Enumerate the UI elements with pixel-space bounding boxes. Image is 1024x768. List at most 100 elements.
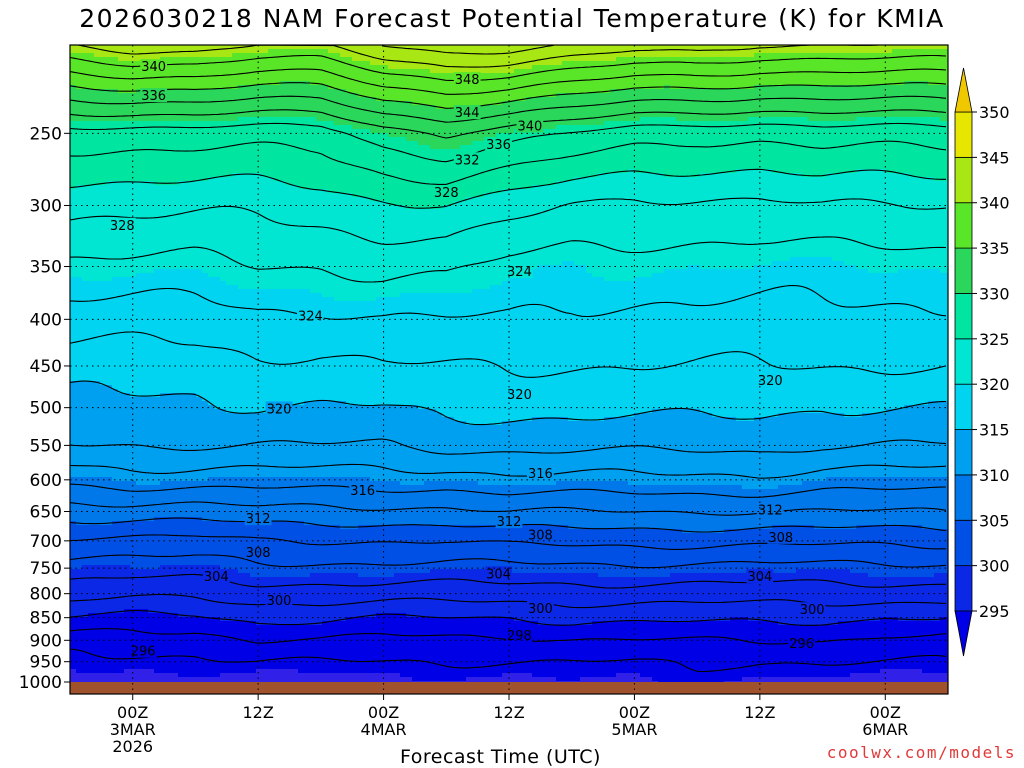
colorbar-label: 305 <box>979 511 1010 530</box>
y-tick-label: 950 <box>30 653 62 673</box>
x-tick-label: 2026 <box>112 737 153 756</box>
colorbar-band <box>954 338 973 385</box>
contour-label-group: 328 <box>432 185 460 201</box>
contour-label-group: 340 <box>516 118 544 134</box>
contour-label-bg <box>756 372 784 387</box>
colorbar-label: 320 <box>979 375 1010 394</box>
contour-label-group: 316 <box>526 466 554 482</box>
contour-label-bg <box>506 386 533 401</box>
contour-label: 304 <box>747 570 772 585</box>
x-tick-label: 00Z <box>619 703 650 722</box>
contour-lines <box>69 44 947 673</box>
colorbar: 295 300 305 310 315 320 325 330 335 340 345 350 <box>954 67 1010 657</box>
colorbar-band <box>954 565 973 612</box>
contour-label: 324 <box>507 265 532 280</box>
contour-label-bg <box>453 105 481 120</box>
contour-label: 320 <box>267 402 292 417</box>
contour-label-group: 304 <box>202 568 230 585</box>
contour-label-group: 344 <box>453 105 481 121</box>
contour-label-bg <box>495 514 523 529</box>
contour-label-bg <box>526 466 554 481</box>
contour-300 <box>69 609 947 626</box>
contour-label-bg <box>506 627 533 642</box>
contour-328 <box>69 197 947 245</box>
contour-label: 308 <box>768 531 793 546</box>
contour-label-group: 296 <box>788 635 816 652</box>
colorbar-label: 330 <box>979 284 1010 303</box>
contour-label: 328 <box>110 219 135 234</box>
contour-label: 320 <box>507 388 532 403</box>
y-tick-label: 500 <box>30 399 62 419</box>
contour-label-group: 324 <box>297 308 324 324</box>
y-tick-label: 400 <box>30 310 62 330</box>
contour-label: 308 <box>528 529 553 544</box>
contour-label: 316 <box>350 484 375 499</box>
y-tick-label: 350 <box>30 257 62 277</box>
colorbar-low-arrow <box>954 610 973 657</box>
contour-336 <box>69 109 947 139</box>
colorbar-band <box>954 202 973 249</box>
contour-label: 332 <box>455 153 480 168</box>
contour-label: 312 <box>246 512 271 527</box>
y-tick-label: 750 <box>30 559 62 579</box>
colorbar-label: 295 <box>979 602 1010 621</box>
colorbar-band <box>954 519 973 567</box>
contour-label: 300 <box>267 594 292 609</box>
colorbar-band <box>954 111 973 158</box>
contour-322 <box>69 331 947 378</box>
contour-320 <box>69 380 947 426</box>
contour-314 <box>69 483 947 498</box>
y-tick-label: 250 <box>30 124 62 144</box>
contour-label-bg <box>516 118 544 133</box>
contour-338 <box>69 95 947 123</box>
contour-label-group: 300 <box>798 602 826 618</box>
contour-label-group: 298 <box>506 627 533 644</box>
colorbar-label: 350 <box>979 103 1010 122</box>
credit-link[interactable]: coolwx.com/models <box>826 743 1016 762</box>
contour-label-group: 312 <box>495 514 523 530</box>
x-tick-label: 3MAR <box>110 720 156 739</box>
contour-326 <box>69 236 947 283</box>
contour-316 <box>69 463 947 479</box>
contour-332 <box>69 140 947 185</box>
y-tick-label: 1000 <box>19 673 62 693</box>
colorbar-label: 315 <box>979 421 1010 440</box>
contour-324 <box>69 285 947 320</box>
contour-label: 300 <box>528 602 553 617</box>
contour-label-bg <box>756 502 784 517</box>
contour-labels: 340 336 328 348 344 340 336 332 328 324 324 320 320 3… <box>108 59 826 660</box>
contour-label-group: 308 <box>526 527 554 544</box>
contour-344 <box>69 54 947 82</box>
contour-312 <box>69 501 947 516</box>
contour-label-group: 304 <box>746 568 774 585</box>
contour-label-group: 320 <box>506 386 533 403</box>
contour-308 <box>69 534 946 550</box>
x-tick-label: 12Z <box>242 703 273 722</box>
contour-label: 316 <box>528 467 553 482</box>
contour-label-bg <box>485 137 512 152</box>
contour-label-group: 296 <box>129 643 157 660</box>
colorbar-band <box>954 156 973 204</box>
contour-label: 340 <box>141 60 166 75</box>
contour-label-group: 304 <box>485 566 512 582</box>
y-tick-label: 800 <box>30 585 62 605</box>
colorbar-label: 310 <box>979 466 1010 485</box>
colorbar-label: 300 <box>979 557 1010 576</box>
contour-296 <box>69 648 947 673</box>
contour-label-bg <box>432 185 460 200</box>
contour-label: 320 <box>758 374 783 389</box>
contour-label-group: 320 <box>265 401 293 417</box>
contour-348 <box>381 44 555 55</box>
x-tick-label: 12Z <box>744 703 775 722</box>
contour-label: 336 <box>486 138 511 153</box>
contour-label: 312 <box>497 515 522 530</box>
y-tick-label: 900 <box>30 631 62 651</box>
x-axis-title: Forecast Time (UTC) <box>400 746 601 768</box>
x-tick-label: 12Z <box>493 703 524 722</box>
colorbar-label: 335 <box>979 239 1010 258</box>
x-tick-label: 00Z <box>368 703 399 722</box>
contour-label-group: 308 <box>244 544 272 561</box>
contour-label-bg <box>129 643 157 658</box>
x-tick-label: 00Z <box>870 703 901 722</box>
